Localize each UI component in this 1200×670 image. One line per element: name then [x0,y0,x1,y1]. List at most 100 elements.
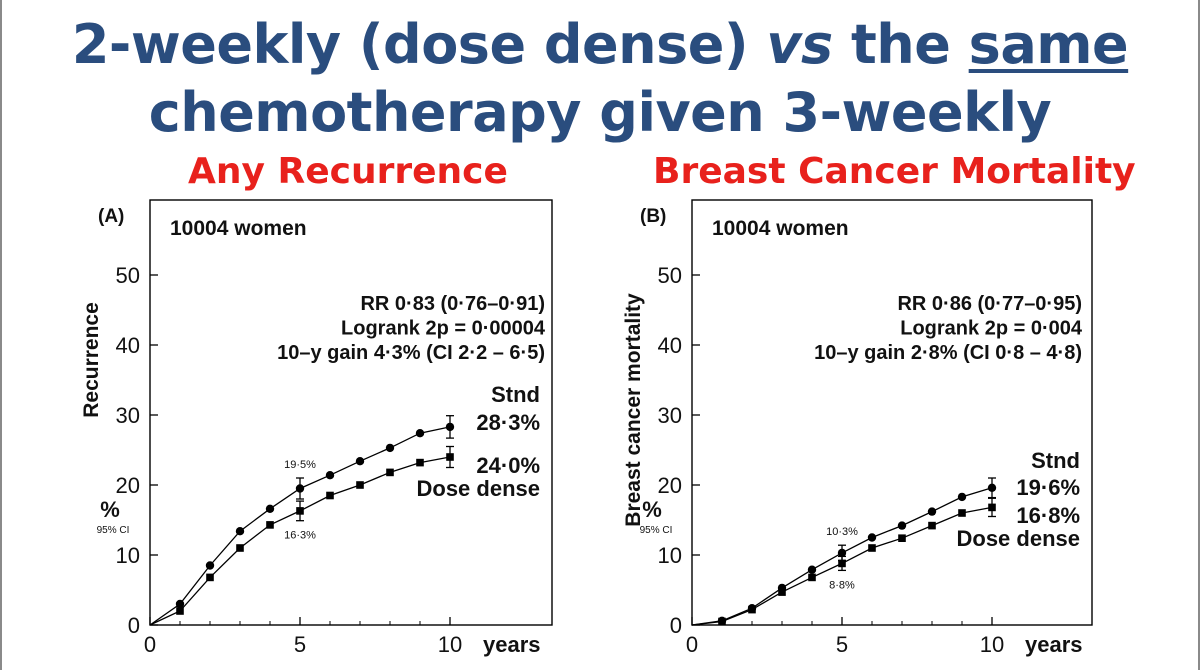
y-tick-label: 50 [658,263,682,288]
data-point-stnd [927,507,937,516]
plot-frame [691,199,1093,626]
y-unit-label: % [642,497,662,522]
slide-title-line-2: chemotherapy given 3-weekly [148,81,1052,144]
data-point-dose-dense [898,534,906,542]
data-point-stnd [445,422,455,432]
data-point-stnd [957,492,967,502]
end-value-dose-dense: 16·8% [1016,503,1080,528]
series-line-stnd [149,426,451,626]
data-point-stnd [235,527,245,536]
data-point-stnd [807,565,817,574]
y-axis-label: Recurrence [80,302,103,418]
x-tick-label: 5 [294,632,306,657]
data-point-stnd [295,484,305,493]
data-point-dose-dense [236,544,244,552]
data-point-stnd [385,443,395,453]
data-point-dose-dense [326,491,334,500]
data-point-dose-dense [296,507,304,515]
data-point-stnd [325,471,335,480]
data-point-stnd [867,533,877,542]
panel-label: (B) [640,206,666,227]
x-tick-label: 0 [144,632,156,657]
series-name-stnd: Stnd [1031,448,1080,473]
y-tick-label: 0 [128,613,140,638]
data-point-dose-dense [748,605,756,614]
annotation-stnd: 10·3% [826,526,858,538]
stats-line: RR 0·86 (0·77–0·95) [897,293,1082,315]
stats-line: 10–y gain 4·3% (CI 2·2 – 6·5) [277,342,545,364]
y-tick-label: 40 [658,333,682,358]
data-point-dose-dense [838,559,846,568]
data-point-dose-dense [176,607,184,615]
y-tick-label: 20 [658,473,682,498]
plot-frame [149,199,553,626]
ci-label: 95% CI [97,525,130,536]
end-value-dose-dense: 24·0% [476,453,540,478]
cohort-label: 10004 women [712,217,849,240]
data-point-dose-dense [356,481,364,489]
data-point-stnd [175,599,185,609]
series-name-dose-dense: Dose dense [957,526,1081,551]
title-text-same: same [968,13,1129,76]
x-tick-label: 5 [836,632,848,657]
y-tick-label: 50 [116,263,140,288]
cohort-label: 10004 women [170,217,307,240]
stats-line: Logrank 2p = 0·00004 [341,318,546,340]
title-text-a: 2-weekly (dose dense) [71,13,767,76]
x-tick-label: 10 [438,632,462,657]
series-name-stnd: Stnd [491,382,540,407]
slide-left-edge [0,0,2,670]
chart-breast-cancer-mortality: (B) 10004 women 0 10 20 30 40 50 0 5 10 years Breast… [622,199,1093,657]
data-point-dose-dense [778,588,786,596]
slide-right-edge [1198,0,1200,670]
data-point-dose-dense [718,617,726,626]
stats-line: 10–y gain 2·8% (CI 0·8 – 4·8) [814,342,1082,364]
data-point-stnd [987,483,997,492]
y-tick-label: 10 [116,543,140,568]
slide-title-line-1: 2-weekly (dose dense) vs the same [0,14,1200,76]
data-point-dose-dense [446,453,454,461]
data-point-dose-dense [928,521,936,530]
data-point-dose-dense [386,468,394,477]
y-tick-label: 20 [116,473,140,498]
data-point-dose-dense [988,503,996,512]
x-tick-label: 10 [980,632,1004,657]
subtitle-breast-cancer-mortality: Breast Cancer Mortality [653,151,1136,192]
series-name-dose-dense: Dose dense [417,476,541,501]
data-point-stnd [355,457,365,466]
y-tick-label: 0 [670,613,682,638]
data-point-dose-dense [206,573,214,582]
end-value-stnd: 19·6% [1016,475,1080,500]
y-unit-label: % [100,497,120,522]
y-axis-label: Breast cancer mortality [622,293,645,527]
title-text-b: the [832,13,969,76]
annotation-dose-dense: 16·3% [284,530,316,542]
y-tick-label: 10 [658,543,682,568]
data-point-dose-dense [416,458,424,467]
data-point-stnd [205,561,215,570]
title-text-vs: vs [766,13,833,76]
panel-label: (A) [98,206,124,227]
data-point-stnd [897,521,907,530]
stats-line: RR 0·83 (0·76–0·91) [360,293,545,315]
annotation-stnd: 19·5% [284,459,316,471]
y-tick-label: 40 [116,333,140,358]
stats-line: Logrank 2p = 0·004 [900,318,1083,340]
data-point-dose-dense [958,509,966,517]
data-point-dose-dense [266,521,274,529]
y-tick-label: 30 [116,403,140,428]
annotation-dose-dense: 8·8% [829,579,855,591]
data-point-stnd [837,548,847,558]
x-axis-label: years [483,632,541,657]
data-point-dose-dense [868,544,876,552]
y-tick-label: 30 [658,403,682,428]
x-tick-label: 0 [686,632,698,657]
ci-label: 95% CI [640,525,673,536]
chart-any-recurrence: (A) 10004 women 0 10 20 30 40 50 0 5 10 years Recurr… [80,199,553,657]
data-point-stnd [265,504,275,513]
subtitle-any-recurrence: Any Recurrence [188,151,508,192]
data-point-stnd [415,429,425,438]
data-point-dose-dense [808,573,816,582]
x-axis-label: years [1025,632,1083,657]
end-value-stnd: 28·3% [476,410,540,435]
